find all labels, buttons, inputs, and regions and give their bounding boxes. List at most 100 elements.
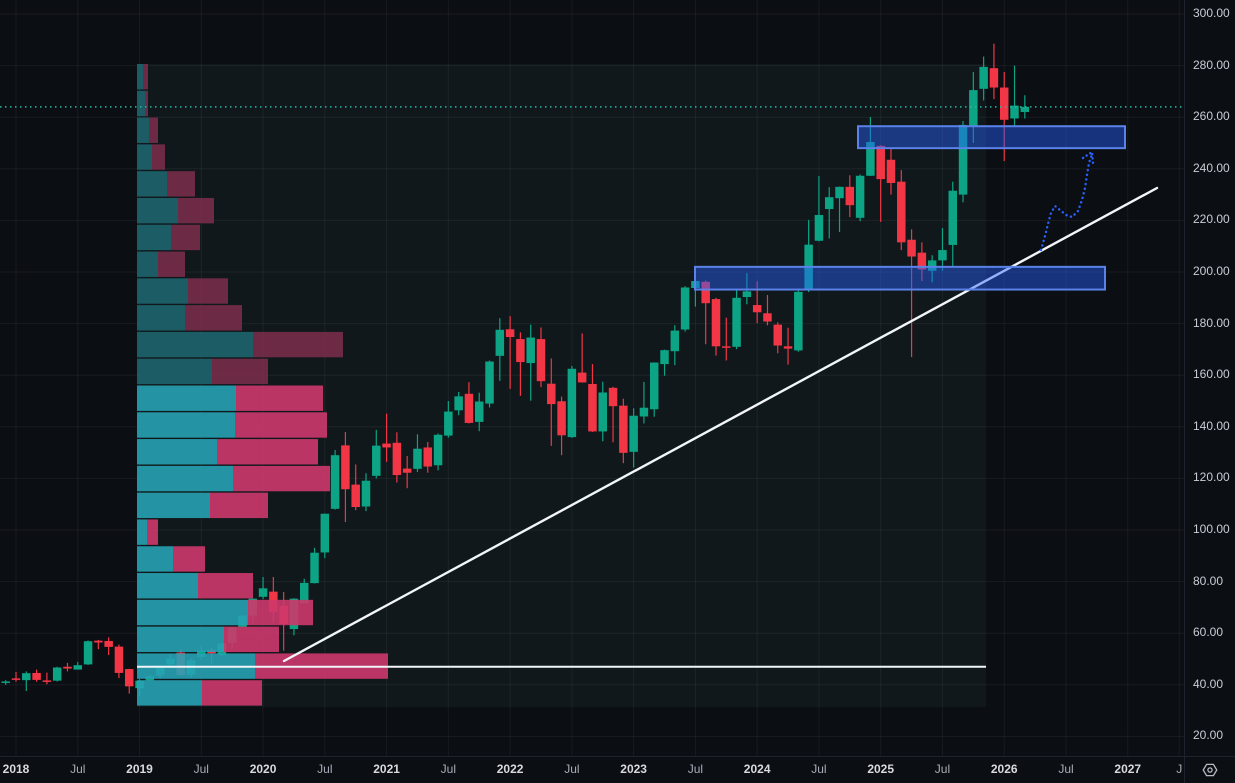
time-tick-label: 2025 xyxy=(867,762,895,776)
candle-body xyxy=(474,401,484,422)
supply-zone-lower[interactable] xyxy=(694,265,1106,291)
candle-body xyxy=(73,665,83,670)
candle-body xyxy=(948,190,958,245)
candle-body xyxy=(1,681,10,683)
candle-body xyxy=(876,145,885,180)
candle-body xyxy=(505,329,515,338)
candle-body xyxy=(577,372,587,383)
candle-body xyxy=(320,513,330,553)
profile-row-down xyxy=(188,278,228,304)
profile-row-up xyxy=(137,519,147,545)
time-tick-label: 2021 xyxy=(373,762,400,776)
candle-body xyxy=(938,250,947,261)
profile-row-up xyxy=(137,224,171,251)
candle-body xyxy=(423,447,433,467)
price-tick-label: 80.00 xyxy=(1193,573,1224,588)
candle-body xyxy=(958,124,968,195)
candle-body xyxy=(969,90,978,127)
price-tick-label: 220.00 xyxy=(1193,212,1230,227)
price-tick-label: 100.00 xyxy=(1193,522,1230,536)
candle-body xyxy=(11,678,21,680)
candle-body xyxy=(783,346,793,349)
candle-body xyxy=(310,552,319,584)
candle-body xyxy=(372,445,381,476)
candle-body xyxy=(732,297,741,347)
candle-body xyxy=(763,313,772,322)
profile-row-up xyxy=(137,599,248,626)
candle-body xyxy=(927,260,937,271)
candle-body xyxy=(701,281,710,304)
profile-row-up xyxy=(137,358,212,385)
time-tick-label: 2020 xyxy=(249,762,277,776)
axis-settings-gear-icon[interactable] xyxy=(1202,762,1218,778)
candle-body xyxy=(639,407,649,417)
candle-body xyxy=(1010,105,1019,119)
profile-row-down xyxy=(198,573,253,599)
candle-body xyxy=(794,291,803,351)
time-tick-label: 2026 xyxy=(990,762,1018,776)
profile-row-up xyxy=(137,197,178,224)
time-tick-label: 2019 xyxy=(126,762,153,776)
candle-body xyxy=(619,405,628,453)
candle-body xyxy=(361,480,371,507)
profile-row-down xyxy=(202,680,262,706)
profile-row-up xyxy=(137,64,143,90)
candle-body xyxy=(1020,106,1030,113)
price-tick-label: 40.00 xyxy=(1193,676,1224,691)
time-tick-label: Jul xyxy=(440,762,457,776)
time-tick-label: 2018 xyxy=(2,762,30,776)
time-tick-label: Jul xyxy=(1058,762,1074,776)
profile-row-up xyxy=(137,90,145,117)
candle-body xyxy=(608,387,618,407)
time-tick-label: J xyxy=(1176,762,1183,776)
candle-body xyxy=(999,87,1009,120)
candle-body xyxy=(114,646,124,673)
profile-row-down xyxy=(143,64,148,90)
price-tick-label: 120.00 xyxy=(1193,470,1230,485)
time-tick-label: 2024 xyxy=(743,762,771,776)
candle-body xyxy=(536,339,546,382)
profile-row-down xyxy=(152,144,165,170)
candle-body xyxy=(742,291,752,298)
price-axis[interactable]: 300.00 280.00 260.00 240.00 220.00 200.00 180.… xyxy=(1184,0,1235,756)
candle-body xyxy=(413,448,422,469)
time-tick-label: 2023 xyxy=(620,762,647,776)
supply-zone-upper[interactable] xyxy=(857,125,1126,150)
profile-row-down xyxy=(167,171,195,197)
candle-body xyxy=(598,392,608,432)
profile-row-up xyxy=(137,573,198,599)
profile-row-down xyxy=(210,492,268,519)
candle-body xyxy=(464,393,474,423)
candle-body xyxy=(814,214,824,241)
candle-body xyxy=(660,350,669,365)
candle-body xyxy=(649,362,659,410)
candle-body xyxy=(42,680,52,682)
candle-body xyxy=(351,484,360,508)
candle-body xyxy=(557,401,566,436)
time-axis[interactable]: 2018 Jul 2019 Jul 2020 Jul 2021 Jul 2022 Jul 2023 J… xyxy=(0,756,1184,783)
projection-arrow[interactable] xyxy=(1039,149,1095,252)
candle-body xyxy=(83,641,93,665)
profile-row-down xyxy=(235,412,327,438)
profile-row-up xyxy=(137,171,167,197)
candles-layer xyxy=(1,43,1030,697)
candle-body xyxy=(444,411,453,436)
time-tick-label: Jul xyxy=(687,762,704,776)
candle-body xyxy=(495,329,505,356)
candle-body xyxy=(402,468,412,473)
profile-row-down xyxy=(212,358,268,385)
time-tick-label: Jul xyxy=(193,762,209,776)
candle-body xyxy=(629,415,638,452)
profile-row-down xyxy=(149,117,158,143)
profile-row-down xyxy=(171,224,200,251)
candle-body xyxy=(454,396,463,411)
candle-body xyxy=(773,324,783,346)
profile-row-down xyxy=(185,305,242,331)
candle-body xyxy=(299,582,309,604)
candle-body xyxy=(32,672,41,680)
time-tick-label: 2022 xyxy=(496,762,524,776)
profile-row-down xyxy=(217,439,318,465)
price-tick-label: 20.00 xyxy=(1193,728,1224,743)
chart-canvas[interactable] xyxy=(0,0,1184,756)
candle-body xyxy=(433,434,443,466)
